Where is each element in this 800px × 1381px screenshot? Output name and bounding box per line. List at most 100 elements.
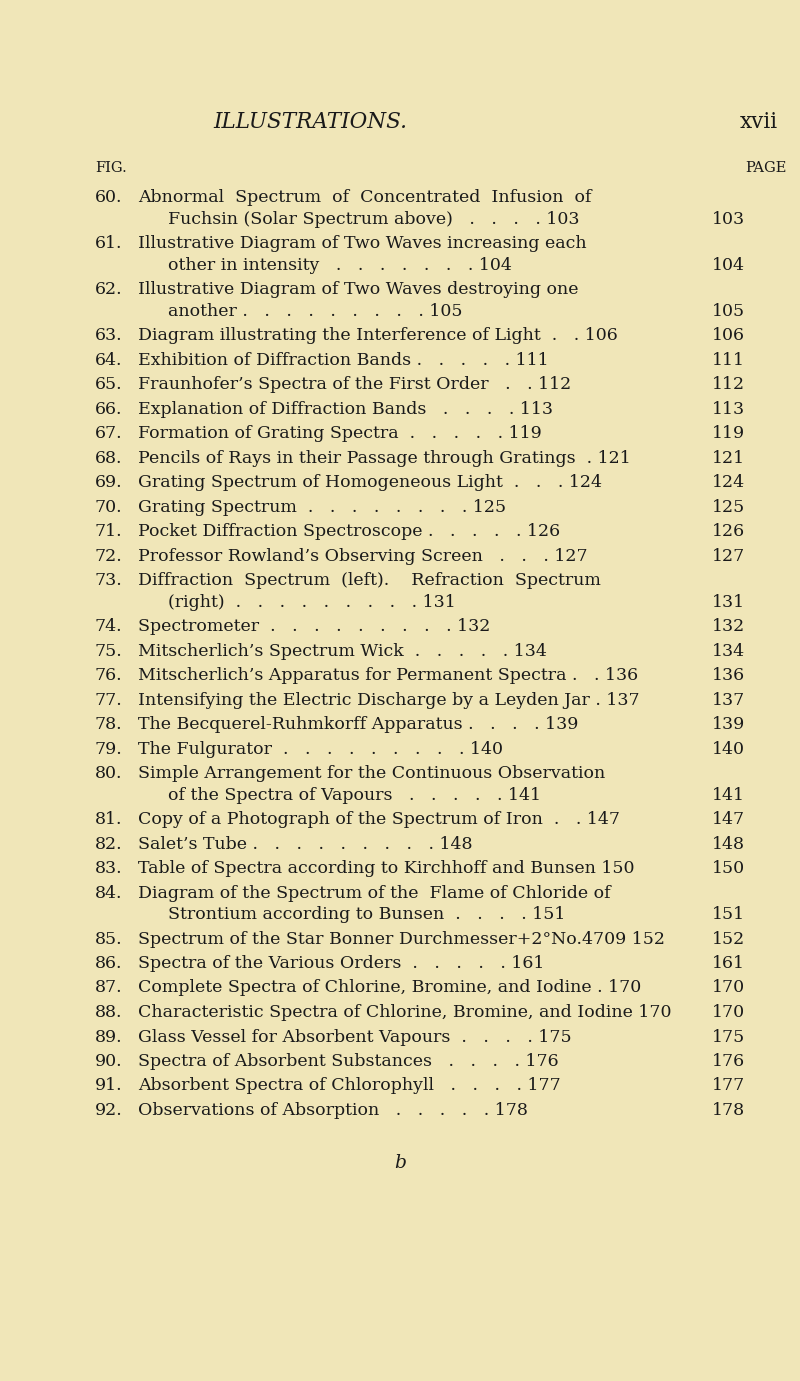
Text: 60.: 60.: [95, 189, 122, 206]
Text: Illustrative Diagram of Two Waves increasing each: Illustrative Diagram of Two Waves increa…: [138, 235, 586, 251]
Text: 106: 106: [712, 327, 745, 344]
Text: Simple Arrangement for the Continuous Observation: Simple Arrangement for the Continuous Ob…: [138, 765, 606, 782]
Text: 92.: 92.: [95, 1102, 122, 1119]
Text: Copy of a Photograph of the Spectrum of Iron  .   . 147: Copy of a Photograph of the Spectrum of …: [138, 811, 620, 829]
Text: Grating Spectrum of Homogeneous Light  .   .   . 124: Grating Spectrum of Homogeneous Light . …: [138, 474, 602, 492]
Text: Illustrative Diagram of Two Waves destroying one: Illustrative Diagram of Two Waves destro…: [138, 280, 578, 298]
Text: The Becquerel-Ruhmkorff Apparatus .   .   .   . 139: The Becquerel-Ruhmkorff Apparatus . . . …: [138, 715, 578, 733]
Text: 74.: 74.: [95, 619, 122, 635]
Text: other in intensity   .   .   .   .   .   .   . 104: other in intensity . . . . . . . 104: [168, 257, 512, 273]
Text: another .   .   .   .   .   .   .   .   . 105: another . . . . . . . . . 105: [168, 302, 462, 319]
Text: 65.: 65.: [95, 376, 122, 394]
Text: Abnormal  Spectrum  of  Concentrated  Infusion  of: Abnormal Spectrum of Concentrated Infusi…: [138, 189, 591, 206]
Text: Characteristic Spectra of Chlorine, Bromine, and Iodine 170: Characteristic Spectra of Chlorine, Brom…: [138, 1004, 671, 1021]
Text: 104: 104: [712, 257, 745, 273]
Text: 70.: 70.: [95, 499, 122, 515]
Text: Observations of Absorption   .   .   .   .   . 178: Observations of Absorption . . . . . 178: [138, 1102, 528, 1119]
Text: Pencils of Rays in their Passage through Gratings  . 121: Pencils of Rays in their Passage through…: [138, 449, 630, 467]
Text: 111: 111: [712, 352, 745, 369]
Text: 175: 175: [712, 1029, 745, 1045]
Text: 61.: 61.: [95, 235, 122, 251]
Text: 132: 132: [712, 619, 745, 635]
Text: Diffraction  Spectrum  (left).    Refraction  Spectrum: Diffraction Spectrum (left). Refraction …: [138, 572, 601, 590]
Text: 81.: 81.: [95, 811, 122, 829]
Text: 121: 121: [712, 449, 745, 467]
Text: of the Spectra of Vapours   .   .   .   .   . 141: of the Spectra of Vapours . . . . . 141: [168, 787, 541, 804]
Text: 140: 140: [712, 740, 745, 758]
Text: 91.: 91.: [95, 1077, 122, 1095]
Text: Pocket Diffraction Spectroscope .   .   .   .   . 126: Pocket Diffraction Spectroscope . . . . …: [138, 523, 560, 540]
Text: 170: 170: [712, 1004, 745, 1021]
Text: 75.: 75.: [95, 642, 122, 660]
Text: Complete Spectra of Chlorine, Bromine, and Iodine . 170: Complete Spectra of Chlorine, Bromine, a…: [138, 979, 642, 997]
Text: Spectrometer  .   .   .   .   .   .   .   .   . 132: Spectrometer . . . . . . . . . 132: [138, 619, 490, 635]
Text: PAGE: PAGE: [745, 162, 786, 175]
Text: 87.: 87.: [95, 979, 122, 997]
Text: 69.: 69.: [95, 474, 122, 492]
Text: 88.: 88.: [95, 1004, 122, 1021]
Text: Fuchsin (Solar Spectrum above)   .   .   .   . 103: Fuchsin (Solar Spectrum above) . . . . 1…: [168, 210, 579, 228]
Text: 170: 170: [712, 979, 745, 997]
Text: 105: 105: [712, 302, 745, 319]
Text: Spectra of Absorbent Substances   .   .   .   . 176: Spectra of Absorbent Substances . . . . …: [138, 1052, 558, 1070]
Text: Mitscherlich’s Apparatus for Permanent Spectra .   . 136: Mitscherlich’s Apparatus for Permanent S…: [138, 667, 638, 684]
Text: 64.: 64.: [95, 352, 122, 369]
Text: 136: 136: [712, 667, 745, 684]
Text: Spectrum of the Star Bonner Durchmesser+2°No.4709 152: Spectrum of the Star Bonner Durchmesser+…: [138, 931, 665, 947]
Text: 147: 147: [712, 811, 745, 829]
Text: Explanation of Diffraction Bands   .   .   .   . 113: Explanation of Diffraction Bands . . . .…: [138, 400, 553, 417]
Text: The Fulgurator  .   .   .   .   .   .   .   .   . 140: The Fulgurator . . . . . . . . . 140: [138, 740, 503, 758]
Text: 76.: 76.: [95, 667, 122, 684]
Text: 63.: 63.: [95, 327, 122, 344]
Text: 161: 161: [712, 956, 745, 972]
Text: 80.: 80.: [95, 765, 122, 782]
Text: 148: 148: [712, 836, 745, 852]
Text: Professor Rowland’s Observing Screen   .   .   . 127: Professor Rowland’s Observing Screen . .…: [138, 547, 588, 565]
Text: Spectra of the Various Orders  .   .   .   .   . 161: Spectra of the Various Orders . . . . . …: [138, 956, 544, 972]
Text: 79.: 79.: [95, 740, 122, 758]
Text: 176: 176: [712, 1052, 745, 1070]
Text: 177: 177: [712, 1077, 745, 1095]
Text: xvii: xvii: [740, 110, 778, 133]
Text: 72.: 72.: [95, 547, 122, 565]
Text: Exhibition of Diffraction Bands .   .   .   .   . 111: Exhibition of Diffraction Bands . . . . …: [138, 352, 549, 369]
Text: Intensifying the Electric Discharge by a Leyden Jar . 137: Intensifying the Electric Discharge by a…: [138, 692, 640, 708]
Text: 103: 103: [712, 210, 745, 228]
Text: 90.: 90.: [95, 1052, 122, 1070]
Text: 151: 151: [712, 906, 745, 923]
Text: 112: 112: [712, 376, 745, 394]
Text: 66.: 66.: [95, 400, 122, 417]
Text: Absorbent Spectra of Chlorophyll   .   .   .   . 177: Absorbent Spectra of Chlorophyll . . . .…: [138, 1077, 561, 1095]
Text: Fraunhofer’s Spectra of the First Order   .   . 112: Fraunhofer’s Spectra of the First Order …: [138, 376, 571, 394]
Text: 127: 127: [712, 547, 745, 565]
Text: 125: 125: [712, 499, 745, 515]
Text: 131: 131: [712, 594, 745, 610]
Text: Glass Vessel for Absorbent Vapours  .   .   .   . 175: Glass Vessel for Absorbent Vapours . . .…: [138, 1029, 572, 1045]
Text: Table of Spectra according to Kirchhoff and Bunsen 150: Table of Spectra according to Kirchhoff …: [138, 860, 634, 877]
Text: 71.: 71.: [95, 523, 122, 540]
Text: Strontium according to Bunsen  .   .   .   . 151: Strontium according to Bunsen . . . . 15…: [168, 906, 566, 923]
Text: Diagram illustrating the Interference of Light  .   . 106: Diagram illustrating the Interference of…: [138, 327, 618, 344]
Text: 150: 150: [712, 860, 745, 877]
Text: Grating Spectrum  .   .   .   .   .   .   .   . 125: Grating Spectrum . . . . . . . . 125: [138, 499, 506, 515]
Text: Diagram of the Spectrum of the  Flame of Chloride of: Diagram of the Spectrum of the Flame of …: [138, 884, 610, 902]
Text: Formation of Grating Spectra  .   .   .   .   . 119: Formation of Grating Spectra . . . . . 1…: [138, 425, 542, 442]
Text: 124: 124: [712, 474, 745, 492]
Text: 85.: 85.: [95, 931, 122, 947]
Text: b: b: [394, 1153, 406, 1171]
Text: (right)  .   .   .   .   .   .   .   .   . 131: (right) . . . . . . . . . 131: [168, 594, 456, 610]
Text: Salet’s Tube .   .   .   .   .   .   .   .   . 148: Salet’s Tube . . . . . . . . . 148: [138, 836, 473, 852]
Text: 152: 152: [712, 931, 745, 947]
Text: 82.: 82.: [95, 836, 122, 852]
Text: 68.: 68.: [95, 449, 122, 467]
Text: 89.: 89.: [95, 1029, 122, 1045]
Text: 137: 137: [712, 692, 745, 708]
Text: 73.: 73.: [95, 572, 122, 590]
Text: 113: 113: [712, 400, 745, 417]
Text: 139: 139: [712, 715, 745, 733]
Text: FIG.: FIG.: [95, 162, 126, 175]
Text: 83.: 83.: [95, 860, 122, 877]
Text: 78.: 78.: [95, 715, 122, 733]
Text: Mitscherlich’s Spectrum Wick  .   .   .   .   . 134: Mitscherlich’s Spectrum Wick . . . . . 1…: [138, 642, 547, 660]
Text: 178: 178: [712, 1102, 745, 1119]
